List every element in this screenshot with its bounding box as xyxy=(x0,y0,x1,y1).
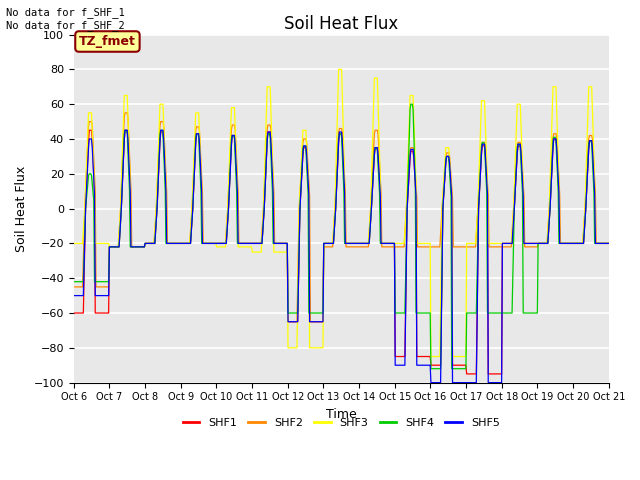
SHF5 xyxy=(79,293,87,299)
SHF5 xyxy=(427,380,435,385)
SHF4 xyxy=(422,310,430,316)
SHF3 xyxy=(407,93,415,98)
SHF4 xyxy=(189,206,196,212)
SHF3 xyxy=(605,240,612,246)
Text: TZ_fmet: TZ_fmet xyxy=(79,35,136,48)
SHF5 xyxy=(407,146,415,152)
SHF4 xyxy=(70,279,77,285)
SHF3 xyxy=(79,229,87,235)
SHF3 xyxy=(189,186,196,192)
SHF3 xyxy=(335,67,342,72)
Line: SHF3: SHF3 xyxy=(74,70,609,357)
SHF1 xyxy=(463,371,470,377)
SHF3 xyxy=(217,244,225,250)
SHF1 xyxy=(422,354,430,360)
SHF3 xyxy=(422,240,430,246)
SHF1 xyxy=(135,244,143,250)
SHF1 xyxy=(189,189,197,195)
SHF2 xyxy=(218,240,226,246)
SHF2 xyxy=(284,319,292,324)
SHF5 xyxy=(605,240,612,246)
X-axis label: Time: Time xyxy=(326,408,356,421)
Legend: SHF1, SHF2, SHF3, SHF4, SHF5: SHF1, SHF2, SHF3, SHF4, SHF5 xyxy=(179,414,504,433)
SHF4 xyxy=(605,240,612,246)
Line: SHF2: SHF2 xyxy=(74,113,609,322)
SHF3 xyxy=(134,244,142,250)
SHF2 xyxy=(408,145,415,151)
SHF3 xyxy=(70,240,77,246)
SHF5 xyxy=(422,362,430,368)
SHF1 xyxy=(407,148,415,154)
Title: Soil Heat Flux: Soil Heat Flux xyxy=(284,15,398,33)
SHF2 xyxy=(424,244,431,250)
SHF4 xyxy=(406,106,414,112)
SHF4 xyxy=(134,244,142,250)
SHF3 xyxy=(427,354,435,360)
SHF5 xyxy=(121,127,129,133)
SHF1 xyxy=(218,240,226,246)
SHF4 xyxy=(79,279,87,285)
Text: No data for f_SHF_1: No data for f_SHF_1 xyxy=(6,7,125,18)
SHF1 xyxy=(605,240,612,246)
SHF1 xyxy=(86,127,93,133)
SHF4 xyxy=(427,366,435,372)
SHF2 xyxy=(70,284,77,290)
SHF4 xyxy=(407,101,415,107)
Line: SHF5: SHF5 xyxy=(74,130,609,383)
SHF5 xyxy=(189,189,197,195)
SHF5 xyxy=(218,240,226,246)
SHF1 xyxy=(79,310,87,316)
SHF5 xyxy=(135,244,143,250)
SHF5 xyxy=(70,293,77,299)
SHF2 xyxy=(79,258,87,264)
Line: SHF4: SHF4 xyxy=(74,104,609,369)
SHF2 xyxy=(605,240,612,246)
Y-axis label: Soil Heat Flux: Soil Heat Flux xyxy=(15,166,28,252)
SHF4 xyxy=(217,240,225,246)
SHF1 xyxy=(70,310,77,316)
Line: SHF1: SHF1 xyxy=(74,130,609,374)
SHF2 xyxy=(135,244,143,250)
SHF2 xyxy=(121,110,129,116)
SHF2 xyxy=(189,175,197,180)
Text: No data for f_SHF_2: No data for f_SHF_2 xyxy=(6,20,125,31)
